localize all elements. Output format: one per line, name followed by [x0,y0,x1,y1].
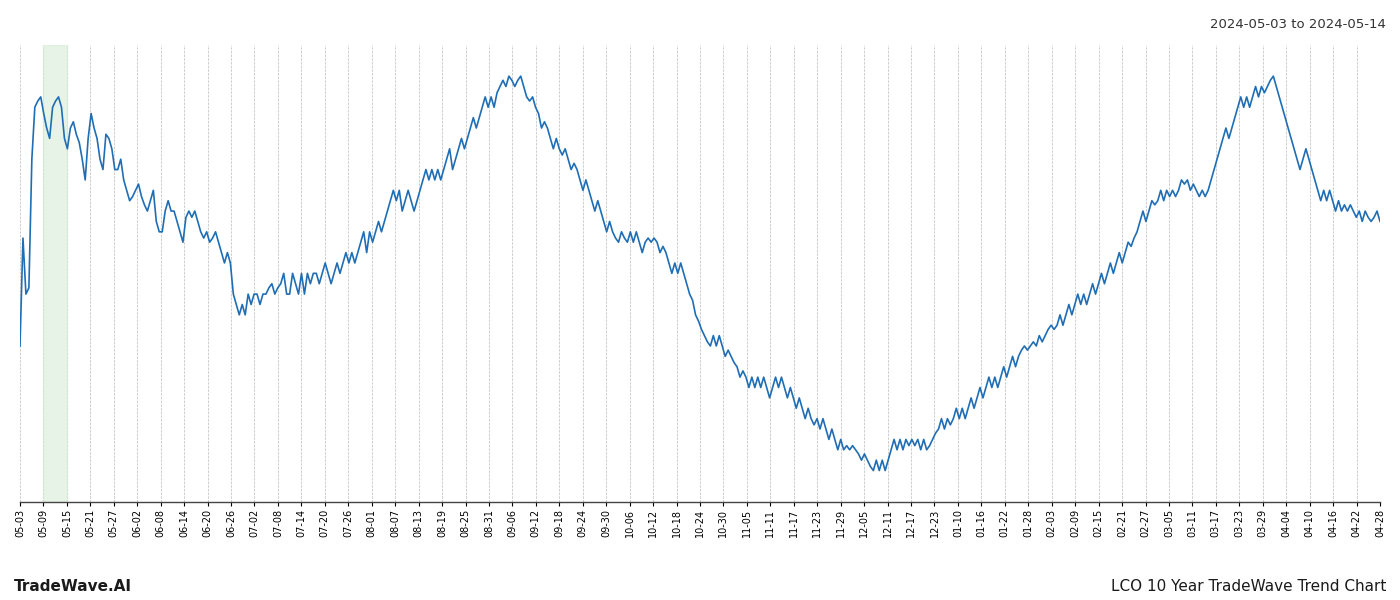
Text: 2024-05-03 to 2024-05-14: 2024-05-03 to 2024-05-14 [1210,18,1386,31]
Text: LCO 10 Year TradeWave Trend Chart: LCO 10 Year TradeWave Trend Chart [1110,579,1386,594]
Text: TradeWave.AI: TradeWave.AI [14,579,132,594]
Bar [43,45,67,502]
